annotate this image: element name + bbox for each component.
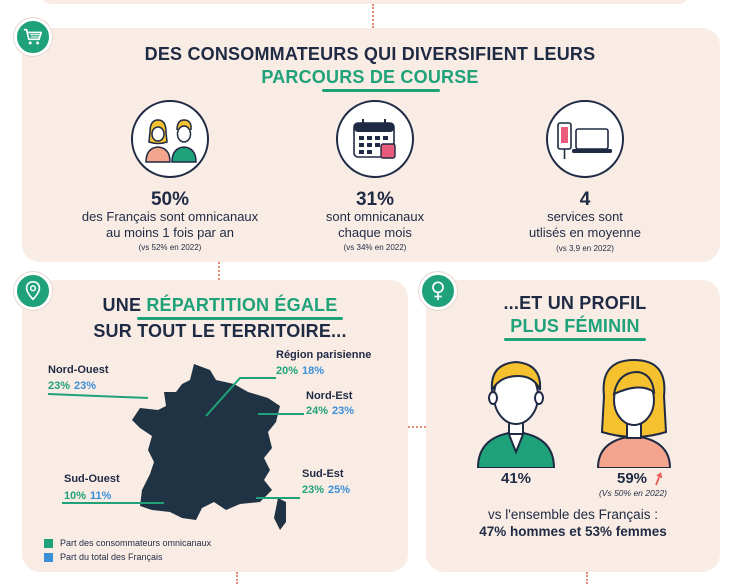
connector-1-2	[218, 262, 220, 280]
pointer-region-parisienne	[205, 377, 276, 417]
woman-illustration	[596, 358, 672, 468]
trend-up-arrow-icon	[655, 472, 663, 486]
stat3-line2: utlisés en moyenne	[528, 225, 641, 240]
region-parisienne-total: 18%	[302, 365, 325, 377]
region-sud-est-total: 25%	[328, 484, 351, 496]
women-value: 59%	[616, 470, 648, 487]
people-icon	[145, 119, 197, 163]
pointer-nord-ouest	[47, 393, 149, 399]
stat2-line1: sont omnicanaux	[325, 209, 425, 224]
men-value: 41%	[500, 470, 532, 487]
stat3-compare: (vs 3,9 en 2022)	[556, 244, 614, 253]
section1-title-line2: PARCOURS DE COURSE	[261, 67, 479, 87]
female-badge	[419, 272, 457, 310]
region-sud-est-omni: 23%	[302, 484, 325, 496]
legend-swatch-total	[44, 553, 53, 562]
section1-title-underline	[322, 89, 440, 92]
section3-footer-line2: 47% hommes et 53% femmes	[479, 524, 667, 539]
france-map	[132, 364, 286, 530]
women-compare: (Vs 50% en 2022)	[598, 488, 668, 498]
region-nord-est-name: Nord-Est	[306, 390, 353, 402]
region-nord-ouest-total: 23%	[74, 380, 97, 392]
cart-badge	[14, 18, 52, 56]
stat2-compare: (vs 34% en 2022)	[343, 243, 407, 252]
stat1-line2: au moins 1 fois par an	[106, 225, 234, 240]
man-illustration	[476, 360, 556, 468]
shopping-cart-icon	[23, 28, 43, 45]
region-sud-est-values: 23% 25%	[302, 484, 350, 496]
section3-title-line2: PLUS FÉMININ	[510, 316, 640, 336]
female-symbol-icon	[432, 281, 444, 301]
region-parisienne-name: Région parisienne	[276, 349, 372, 361]
section2-title-line1: UNE RÉPARTITION ÉGALE	[40, 295, 400, 316]
region-sud-est-name: Sud-Est	[302, 468, 344, 480]
legend-swatch-omni	[44, 539, 53, 548]
region-sud-ouest-omni: 10%	[64, 490, 87, 502]
corsica-shape	[274, 498, 286, 530]
connector-bottom-left	[236, 572, 238, 584]
connector-top	[372, 4, 374, 28]
stat1-compare: (vs 52% en 2022)	[138, 243, 202, 252]
connector-2-3	[408, 426, 426, 428]
section2-title-underline	[137, 317, 343, 320]
region-parisienne-omni: 20%	[276, 365, 299, 377]
stat3-line1: services sont	[547, 209, 623, 224]
region-sud-ouest-values: 10% 11%	[64, 490, 111, 502]
legend-label-omni: Part des consommateurs omnicanaux	[60, 538, 212, 548]
section2-title-part-a: UNE	[102, 295, 147, 315]
connector-bottom-right	[586, 572, 588, 584]
region-nord-ouest-values: 23% 23%	[48, 380, 96, 392]
legend-label-total: Part du total des Français	[60, 552, 163, 562]
map-pin-icon	[25, 281, 41, 301]
region-sud-ouest-name: Sud-Ouest	[64, 473, 120, 485]
calendar-icon	[353, 119, 396, 159]
region-nord-est-total: 23%	[332, 405, 355, 417]
region-nord-ouest-omni: 23%	[48, 380, 71, 392]
section3-title-line1: ...ET UN PROFIL	[503, 293, 647, 313]
section1-title-line1: DES CONSOMMATEURS QUI DIVERSIFIENT LEURS	[144, 44, 596, 64]
stat2-line2: chaque mois	[338, 225, 412, 240]
map-pin-badge	[14, 272, 52, 310]
stat3-value: 4	[579, 189, 591, 210]
section3-footer-line1: vs l'ensemble des Français :	[488, 507, 658, 522]
devices-icon-circle	[546, 100, 624, 178]
region-sud-ouest-total: 11%	[90, 490, 112, 502]
section-profil-card	[426, 280, 720, 572]
region-nord-est-omni: 24%	[306, 405, 329, 417]
top-card-remnant	[40, 0, 690, 4]
calendar-icon-circle	[336, 100, 414, 178]
region-nord-est-values: 24% 23%	[306, 405, 354, 417]
people-icon-circle	[131, 100, 209, 178]
devices-icon	[557, 122, 612, 159]
section2-title-part-b: RÉPARTITION ÉGALE	[146, 295, 338, 315]
section2-title-line2: SUR TOUT LE TERRITOIRE...	[93, 321, 347, 341]
region-nord-ouest-name: Nord-Ouest	[48, 364, 109, 376]
region-parisienne-values: 20% 18%	[276, 365, 324, 377]
section3-title-underline	[504, 338, 646, 341]
stat2-value: 31%	[355, 189, 395, 210]
stat1-line1: des Français sont omnicanaux	[81, 209, 259, 224]
stat1-value: 50%	[150, 189, 190, 210]
france-shape	[132, 364, 280, 520]
